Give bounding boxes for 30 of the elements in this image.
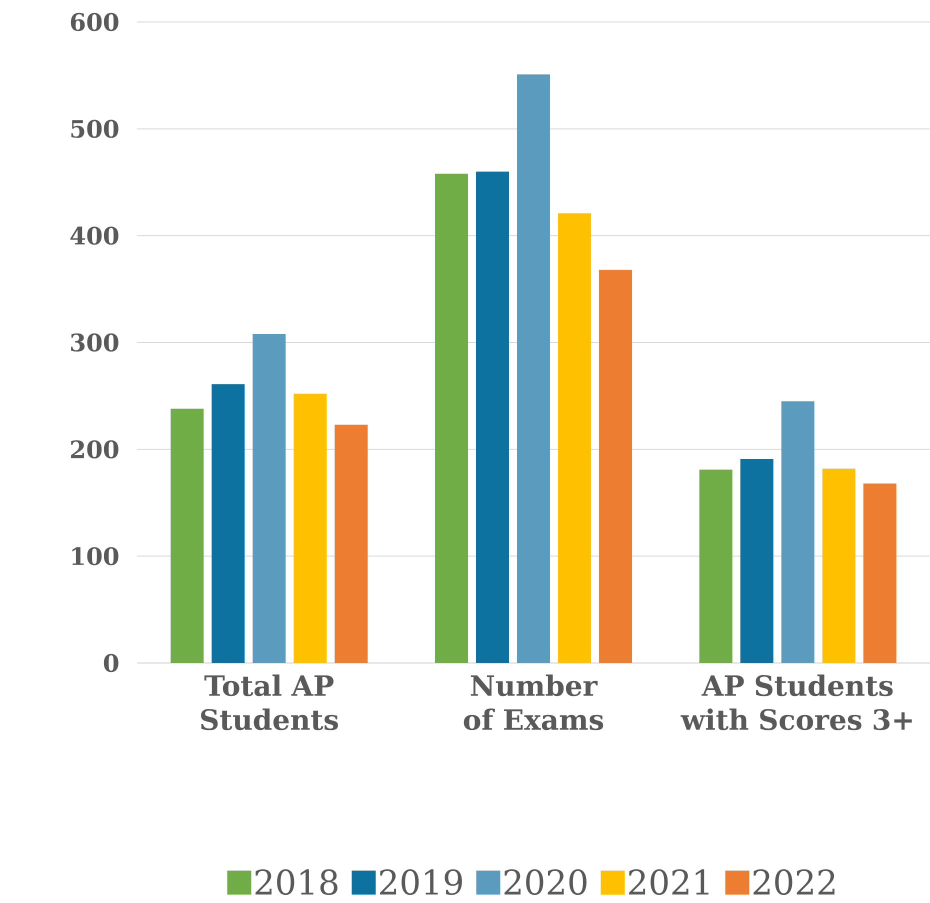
legend-label: 2018 xyxy=(256,869,338,895)
bar xyxy=(435,174,468,663)
bar xyxy=(212,384,245,663)
legend-label: 2019 xyxy=(380,869,462,895)
legend-label: 2020 xyxy=(504,869,586,895)
bar xyxy=(781,401,814,663)
y-tick-label: 300 xyxy=(71,333,118,352)
x-tick-label: Total AP Students xyxy=(201,674,338,730)
bar xyxy=(476,172,510,663)
bar xyxy=(740,458,774,663)
bar xyxy=(863,484,896,663)
bar xyxy=(699,470,732,663)
y-tick-label: 400 xyxy=(70,226,118,245)
bar xyxy=(294,394,327,663)
bar xyxy=(517,74,550,663)
bar xyxy=(252,334,286,663)
bar xyxy=(558,213,592,663)
y-tick-label: 600 xyxy=(70,12,118,32)
y-tick-label: 500 xyxy=(71,120,118,138)
x-tick-label: AP Students with Scores 3+ xyxy=(680,674,912,730)
bar xyxy=(822,468,856,663)
x-tick-label: Number of Exams xyxy=(464,674,604,730)
legend-label: 2022 xyxy=(754,869,834,895)
y-tick-label: 0 xyxy=(104,654,118,672)
bar xyxy=(334,424,368,663)
bar xyxy=(170,408,204,663)
bar xyxy=(599,270,632,663)
y-tick-label: 200 xyxy=(70,440,118,458)
y-tick-label: 100 xyxy=(72,547,118,566)
legend-label: 2021 xyxy=(629,869,708,895)
